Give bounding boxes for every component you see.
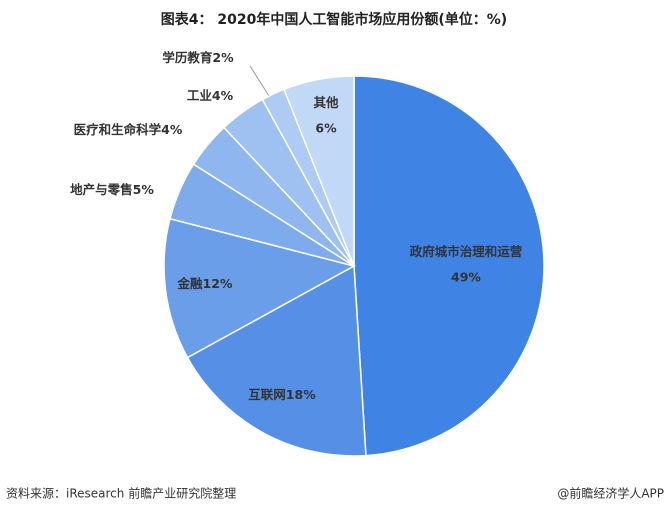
- pie-slice: [283, 75, 355, 267]
- category-label: 其他: [313, 95, 339, 110]
- source: 资料来源：iResearch 前瞻产业研究院整理: [6, 486, 236, 501]
- slice-label: 学历教育2%: [162, 50, 234, 65]
- value-label: 2%: [212, 50, 234, 65]
- slice-label: 互联网18%: [248, 387, 316, 402]
- category-label: 政府城市治理和运营: [410, 244, 523, 259]
- chart-title: 图表4： 2020年中国人工智能市场应用份额(单位：%): [161, 11, 507, 28]
- slice-label: 工业4%: [187, 88, 234, 103]
- category-label: 学历教育: [162, 50, 213, 65]
- value-label: 49%: [451, 270, 481, 285]
- credit: @前瞻经济学人APP: [557, 486, 664, 501]
- slice-label: 医疗和生命科学4%: [74, 122, 183, 137]
- pie-slice: [186, 264, 367, 457]
- value-label: 18%: [286, 387, 316, 402]
- category-label: 互联网: [248, 387, 286, 402]
- value-label: 4%: [161, 122, 183, 137]
- category-label: 金融: [177, 276, 204, 291]
- slice-label: 地产与零售5%: [70, 182, 154, 197]
- category-label: 工业: [187, 88, 213, 103]
- slice-label: 金融12%: [177, 276, 233, 291]
- leader-line: [249, 65, 272, 100]
- value-label: 5%: [133, 182, 155, 197]
- category-label: 地产与零售: [70, 182, 133, 197]
- pie-slice: [163, 217, 357, 359]
- value-label: 12%: [203, 276, 233, 291]
- slice-label: 其他: [313, 95, 339, 110]
- slice-label: 政府城市治理和运营: [410, 244, 523, 259]
- value-label: 4%: [212, 88, 234, 103]
- value-label: 6%: [315, 121, 337, 136]
- category-label: 医疗和生命科学: [74, 122, 162, 137]
- pie-slice: [353, 75, 545, 457]
